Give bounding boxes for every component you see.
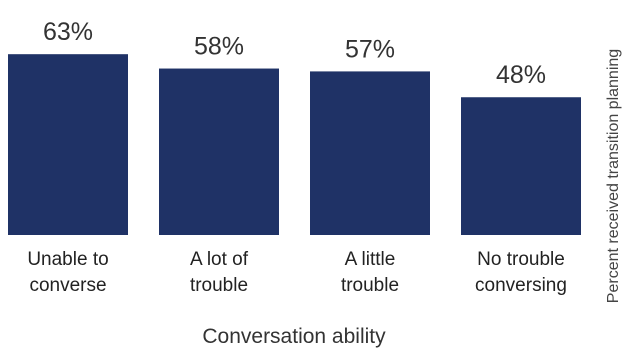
bar-2 — [159, 68, 279, 235]
category-label-line: trouble — [190, 275, 248, 296]
value-labels-group: 63% 58% 57% 48% — [43, 18, 546, 89]
category-label-line: conversing — [475, 275, 567, 296]
category-label-line: A little — [345, 249, 396, 270]
category-label-2: A lot of trouble — [190, 249, 249, 296]
bar-4 — [461, 97, 581, 236]
x-axis-title: Conversation ability — [202, 325, 386, 348]
bar-1 — [8, 54, 128, 235]
category-label-line: No trouble — [477, 249, 565, 270]
category-label-3: A little trouble — [341, 249, 399, 296]
value-label-2: 58% — [194, 33, 244, 61]
category-label-line: converse — [29, 275, 106, 296]
bars-group — [8, 54, 581, 236]
value-label-3: 57% — [345, 35, 395, 63]
category-label-line: Unable to — [27, 249, 108, 270]
value-label-4: 48% — [496, 61, 546, 89]
bar-3 — [310, 71, 430, 235]
category-label-line: A lot of — [190, 249, 249, 270]
category-label-4: No trouble conversing — [475, 249, 567, 296]
category-label-line: trouble — [341, 275, 399, 296]
category-label-1: Unable to converse — [27, 249, 108, 296]
y-axis-title: Percent received transition planning — [605, 49, 622, 303]
value-label-1: 63% — [43, 18, 93, 46]
